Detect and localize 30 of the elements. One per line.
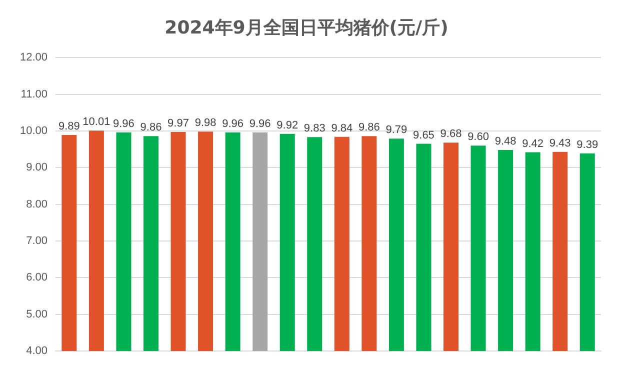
data-label: 9.98 (194, 117, 216, 130)
data-label: 9.89 (58, 120, 80, 133)
data-label: 9.43 (549, 137, 571, 150)
data-label: 9.83 (304, 122, 326, 135)
y-tick-label: 9.00 (26, 162, 48, 174)
data-label: 9.60 (468, 131, 489, 144)
y-tick-label: 5.00 (26, 308, 48, 320)
data-label: 9.96 (249, 118, 271, 130)
chart-title: 2024年9月全国日平均猪价(元/斤) (164, 17, 448, 38)
data-label: 9.42 (522, 138, 544, 150)
y-tick-label: 8.00 (26, 198, 48, 210)
data-label: 9.84 (331, 122, 353, 134)
data-label: 9.97 (168, 118, 189, 130)
y-tick-label: 10.00 (20, 124, 48, 137)
y-tick-label: 11.00 (20, 88, 48, 100)
data-label: 9.86 (140, 122, 162, 134)
data-label: 9.79 (386, 124, 408, 136)
y-tick-label: 7.00 (26, 235, 48, 248)
data-label: 9.96 (113, 118, 134, 130)
y-tick-label: 4.00 (26, 345, 48, 358)
y-tick-label: 12.00 (20, 52, 48, 64)
data-label: 9.68 (440, 128, 462, 140)
data-label: 9.65 (413, 129, 434, 142)
data-label: 9.92 (276, 119, 298, 132)
data-label: 9.48 (494, 136, 516, 148)
data-label: 9.86 (358, 122, 380, 134)
y-tick-label: 6.00 (26, 272, 48, 284)
data-label: 10.01 (82, 116, 110, 128)
data-label: 9.96 (222, 118, 244, 130)
data-label: 9.39 (576, 138, 598, 151)
